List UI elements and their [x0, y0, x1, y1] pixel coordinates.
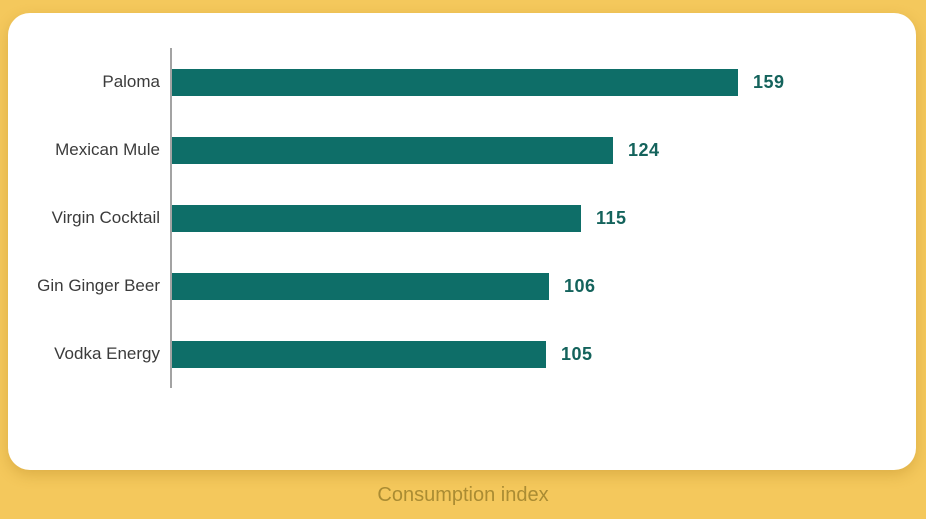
value-label: 105 — [561, 343, 593, 364]
bar-row: Vodka Energy 105 — [8, 320, 916, 388]
bar-track: 159 — [172, 48, 916, 116]
bar — [172, 204, 581, 232]
value-label: 124 — [628, 139, 660, 160]
value-label: 115 — [596, 207, 627, 228]
bar — [172, 340, 546, 368]
bar-row: Gin Ginger Beer 106 — [8, 252, 916, 320]
y-axis-line — [170, 48, 172, 388]
bar-row: Paloma 159 — [8, 48, 916, 116]
bar — [172, 68, 738, 96]
category-label: Paloma — [102, 72, 160, 91]
bar-chart: Paloma 159 Mexican Mule 124 Virgin Cocktail 1… — [8, 48, 916, 388]
bar-track: 105 — [172, 320, 916, 388]
bar-rows: Paloma 159 Mexican Mule 124 Virgin Cocktail 1… — [8, 48, 916, 388]
category-label: Vodka Energy — [54, 344, 160, 363]
bar-track: 115 — [172, 184, 916, 252]
x-axis-title: Consumption index — [377, 484, 549, 506]
category-label: Gin Ginger Beer — [37, 276, 160, 295]
bar — [172, 136, 613, 164]
bar — [172, 272, 549, 300]
value-label: 106 — [564, 275, 596, 296]
bar-track: 124 — [172, 116, 916, 184]
category-label: Mexican Mule — [55, 140, 160, 159]
chart-card: Paloma 159 Mexican Mule 124 Virgin Cocktail 1… — [8, 13, 916, 470]
bar-track: 106 — [172, 252, 916, 320]
value-label: 159 — [753, 71, 785, 92]
bar-row: Mexican Mule 124 — [8, 116, 916, 184]
bar-row: Virgin Cocktail 115 — [8, 184, 916, 252]
category-label: Virgin Cocktail — [51, 208, 160, 227]
